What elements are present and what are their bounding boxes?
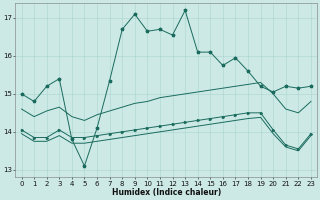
X-axis label: Humidex (Indice chaleur): Humidex (Indice chaleur) bbox=[112, 188, 221, 197]
